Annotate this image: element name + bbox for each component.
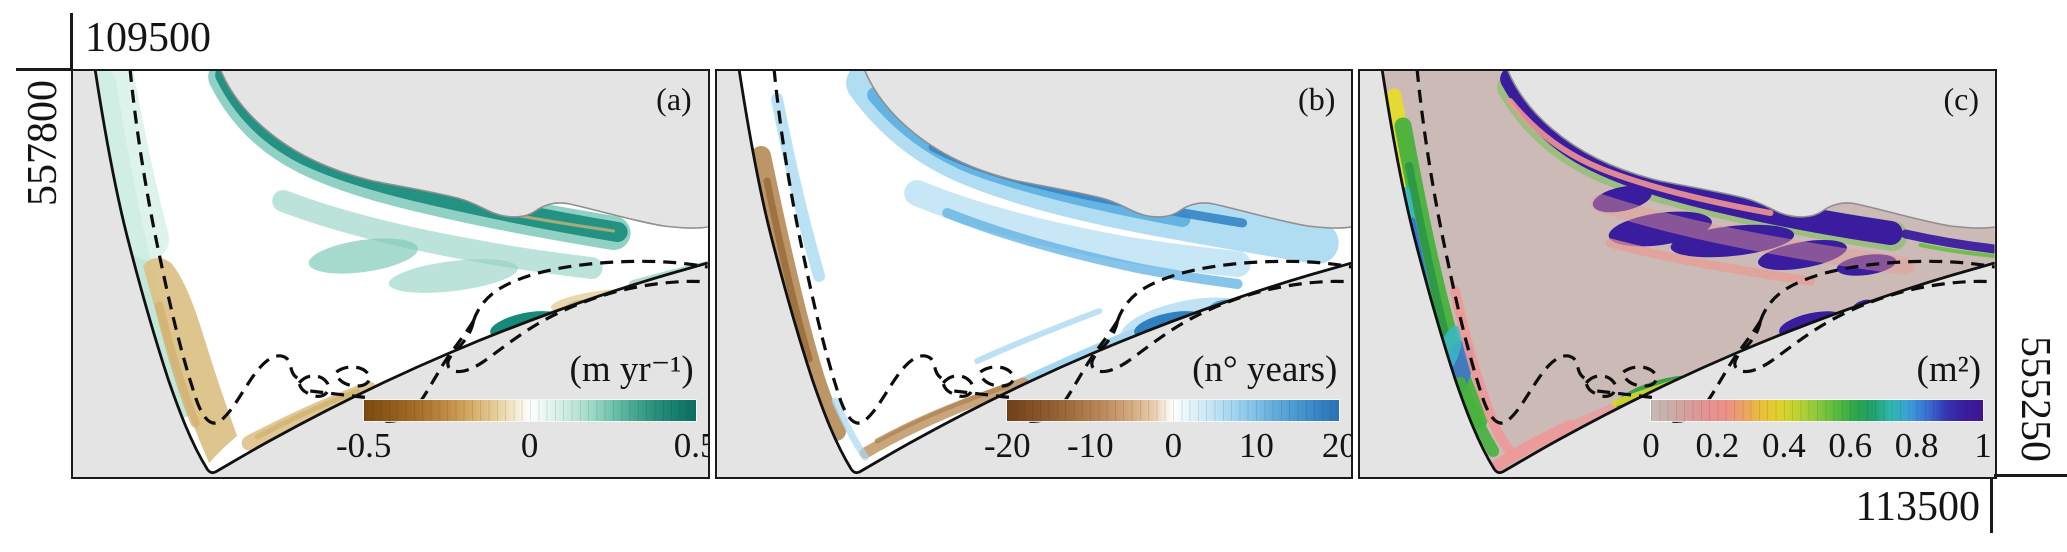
colorbar-tick: 0.6 xyxy=(1828,426,1873,465)
map-panel-c: (c) (m²) 0 0.2 0.4 0.6 0.8 1 xyxy=(1358,69,1998,479)
panel-label-c: (c) xyxy=(1943,81,1980,117)
colorbar-tick: 0.4 xyxy=(1761,426,1806,465)
colorbar-tick: 0.5 xyxy=(673,426,708,465)
panel-label-a: (a) xyxy=(656,81,692,117)
colorbar-b: (n° years) -20 -10 0 10 20 xyxy=(984,349,1351,467)
x-axis-tick-bottom xyxy=(1990,478,1993,533)
colorbar-unit-b: (n° years) xyxy=(1192,349,1338,391)
colorbar-ticks-a: -0.5 0 0.5 xyxy=(336,421,708,467)
colorbar-tick: 0 xyxy=(520,426,539,465)
colorbar-tick: 0 xyxy=(1642,426,1660,465)
colorbar-gradient-a xyxy=(363,400,696,421)
y-axis-label-left: 557800 xyxy=(20,80,66,206)
map-b xyxy=(737,71,1352,475)
colorbar-tick: 20 xyxy=(1321,426,1354,465)
colorbar-tick: -20 xyxy=(984,426,1031,465)
colorbar-unit-a: (m yr⁻¹) xyxy=(569,349,694,391)
colorbar-unit-c: (m²) xyxy=(1916,349,1982,391)
panel-row: (a) (m yr⁻¹) -0.5 0 0.5 xyxy=(71,69,1998,479)
colorbar-tick: 0.8 xyxy=(1894,426,1939,465)
colorbar-ticks-b: -20 -10 0 10 20 xyxy=(984,421,1351,467)
colorbar-gradient-c xyxy=(1651,400,1984,421)
colorbar-tick: 1 xyxy=(1974,426,1992,465)
colorbar-gradient-b xyxy=(1007,400,1340,421)
x-axis-label-bottom: 113500 xyxy=(1855,484,1980,530)
colorbar-tick: 10 xyxy=(1238,426,1274,465)
colorbar-tick: 0 xyxy=(1164,426,1183,465)
y-axis-tick-right xyxy=(1994,474,2067,477)
x-axis-tick-top xyxy=(70,13,73,71)
map-panel-b: (b) (n° years) -20 -10 0 10 20 xyxy=(714,69,1354,479)
colorbar-ticks-c: 0 0.2 0.4 0.6 0.8 1 xyxy=(1642,421,1992,467)
colorbar-tick: -10 xyxy=(1067,426,1114,465)
map-a xyxy=(93,71,708,475)
colorbar-a: (m yr⁻¹) -0.5 0 0.5 xyxy=(336,349,708,467)
colorbar-tick: 0.2 xyxy=(1695,426,1740,465)
colorbar-tick: -0.5 xyxy=(335,426,392,465)
map-panel-a: (a) (m yr⁻¹) -0.5 0 0.5 xyxy=(71,69,710,479)
colorbar-c: (m²) 0 0.2 0.4 0.6 0.8 1 xyxy=(1642,349,1992,467)
x-axis-label-top: 109500 xyxy=(85,15,211,61)
panel-label-b: (b) xyxy=(1298,81,1336,117)
map-c xyxy=(1380,71,1996,475)
y-axis-label-right: 555250 xyxy=(2012,336,2058,462)
y-axis-tick-left xyxy=(16,68,71,71)
